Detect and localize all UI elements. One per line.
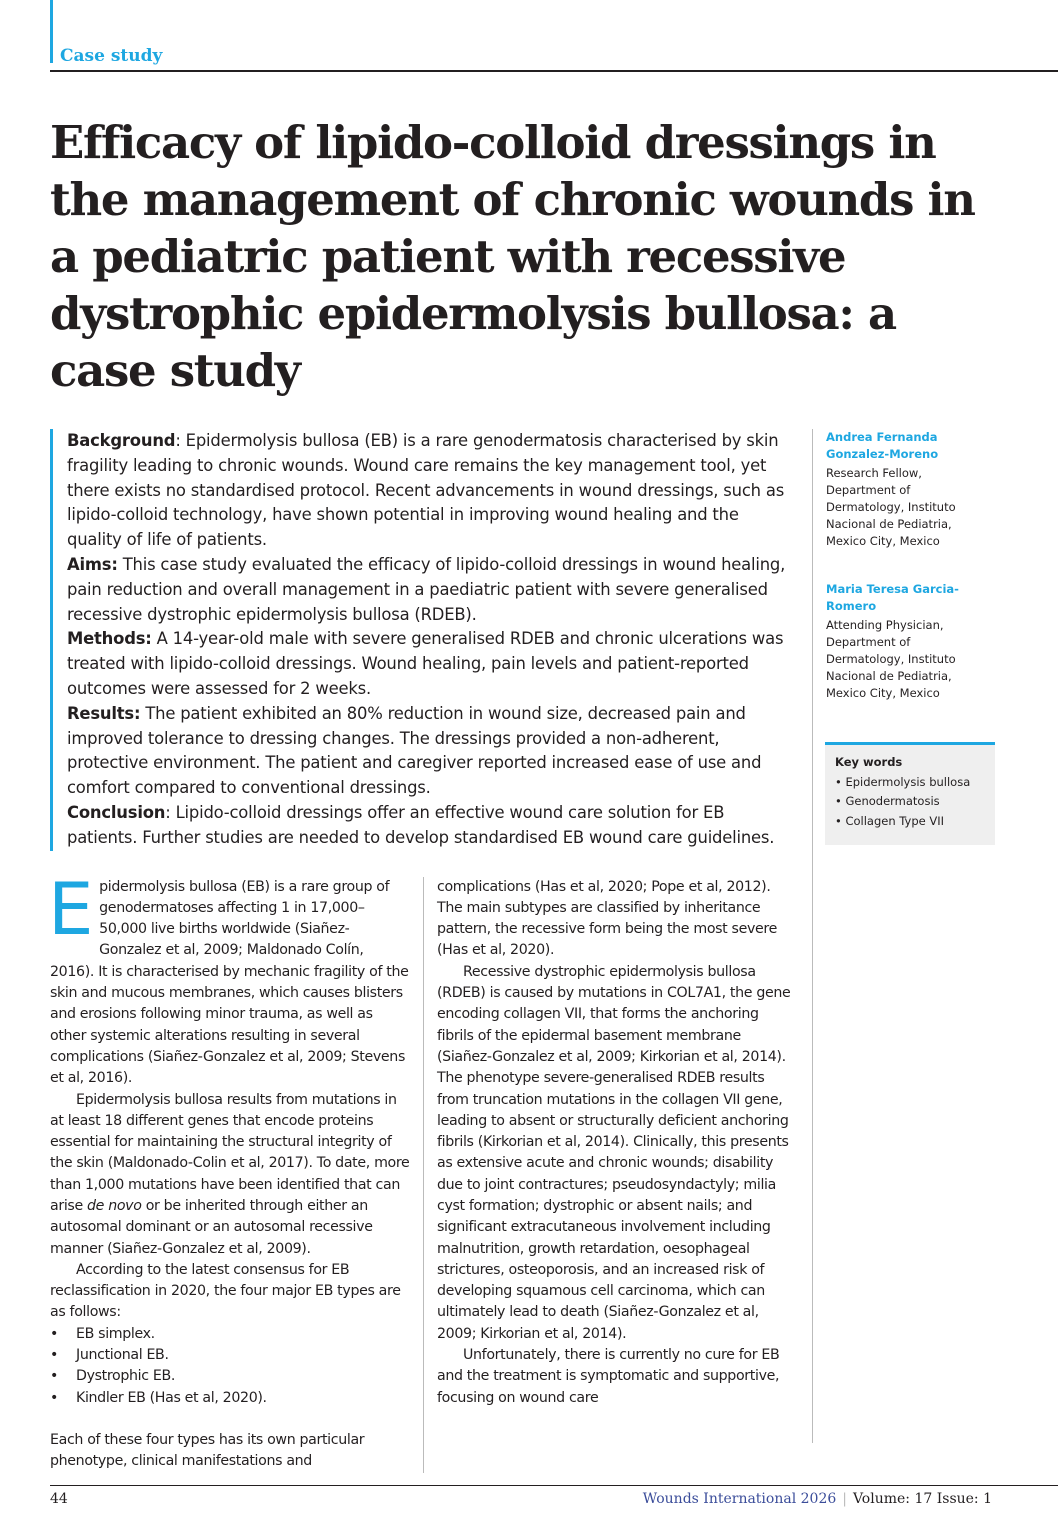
abstract-aims: Aims: This case study evaluated the effi… bbox=[67, 554, 786, 624]
content: Background: Epidermolysis bullosa (EB) i… bbox=[48, 429, 1058, 1473]
author-affiliation: Attending Physician, Department of Derma… bbox=[826, 618, 956, 700]
author-name: Andrea Fernanda Gonzalez-Moreno bbox=[826, 430, 939, 461]
issue-info: Volume: 17 Issue: 1 bbox=[852, 1490, 992, 1507]
sidebar: Andrea Fernanda Gonzalez-Moreno Research… bbox=[812, 429, 1003, 1443]
abstract: Background: Epidermolysis bullosa (EB) i… bbox=[50, 429, 795, 851]
author: Andrea Fernanda Gonzalez-Moreno Research… bbox=[826, 429, 976, 550]
body-paragraph: According to the latest consensus for EB… bbox=[50, 1261, 401, 1321]
author-affiliation: Research Fellow, Department of Dermatolo… bbox=[826, 466, 956, 548]
author: Maria Teresa Garcia-Romero Attending Phy… bbox=[826, 581, 976, 702]
main-column: Background: Epidermolysis bullosa (EB) i… bbox=[48, 429, 812, 1473]
keywords-heading: Key words bbox=[835, 755, 903, 769]
keyword: Genodermatosis bbox=[835, 792, 995, 812]
abstract-conclusion: Conclusion: Lipido-colloid dressings off… bbox=[67, 802, 775, 847]
list-item: Junctional EB. bbox=[50, 1345, 410, 1367]
keyword: Collagen Type VII bbox=[835, 812, 995, 832]
section-label: Case study bbox=[60, 46, 163, 66]
journal-name: Wounds International 2026 bbox=[642, 1490, 837, 1507]
body-paragraph: Each of these four types has its own par… bbox=[50, 1431, 365, 1470]
page-number: 44 bbox=[50, 1490, 68, 1507]
footer-separator: | bbox=[842, 1490, 847, 1507]
list-item: EB simplex. bbox=[50, 1324, 410, 1346]
list-item: Dystrophic EB. bbox=[50, 1366, 410, 1388]
header-rule bbox=[50, 70, 1058, 72]
article-title: Efficacy of lipido-colloid dressings in … bbox=[50, 116, 976, 397]
keyword: Epidermolysis bullosa bbox=[835, 773, 995, 793]
body-paragraph: Unfortunately, there is currently no cur… bbox=[437, 1347, 780, 1406]
list-item: Kindler EB (Has et al, 2020). bbox=[50, 1388, 410, 1410]
body-paragraph: Epidermolysis bullosa results from mutat… bbox=[50, 1091, 410, 1257]
page-header: Case study bbox=[50, 0, 1058, 72]
abstract-background: Background: Epidermolysis bullosa (EB) i… bbox=[67, 431, 785, 550]
column-divider bbox=[423, 876, 424, 1473]
abstract-methods: Methods: A 14-year-old male with severe … bbox=[67, 629, 784, 698]
keywords-box: Key words Epidermolysis bullosa Genoderm… bbox=[825, 742, 995, 845]
body-paragraph: complications (Has et al, 2020; Pope et … bbox=[437, 878, 777, 959]
body-column-2: complications (Has et al, 2020; Pope et … bbox=[437, 877, 797, 1473]
drop-cap: E bbox=[48, 866, 94, 951]
body-paragraph: Recessive dystrophic epidermolysis bullo… bbox=[437, 963, 791, 1342]
footer-citation: Wounds International 2026 | Volume: 17 Iss… bbox=[643, 1491, 992, 1507]
eb-types-list: EB simplex. Junctional EB. Dystrophic EB… bbox=[50, 1324, 410, 1409]
abstract-results: Results: The patient exhibited an 80% re… bbox=[67, 703, 762, 798]
page-footer: 44 Wounds International 2026 | Volume: 17 … bbox=[50, 1484, 1058, 1536]
author-name: Maria Teresa Garcia-Romero bbox=[826, 582, 959, 613]
accent-bar bbox=[50, 0, 53, 63]
